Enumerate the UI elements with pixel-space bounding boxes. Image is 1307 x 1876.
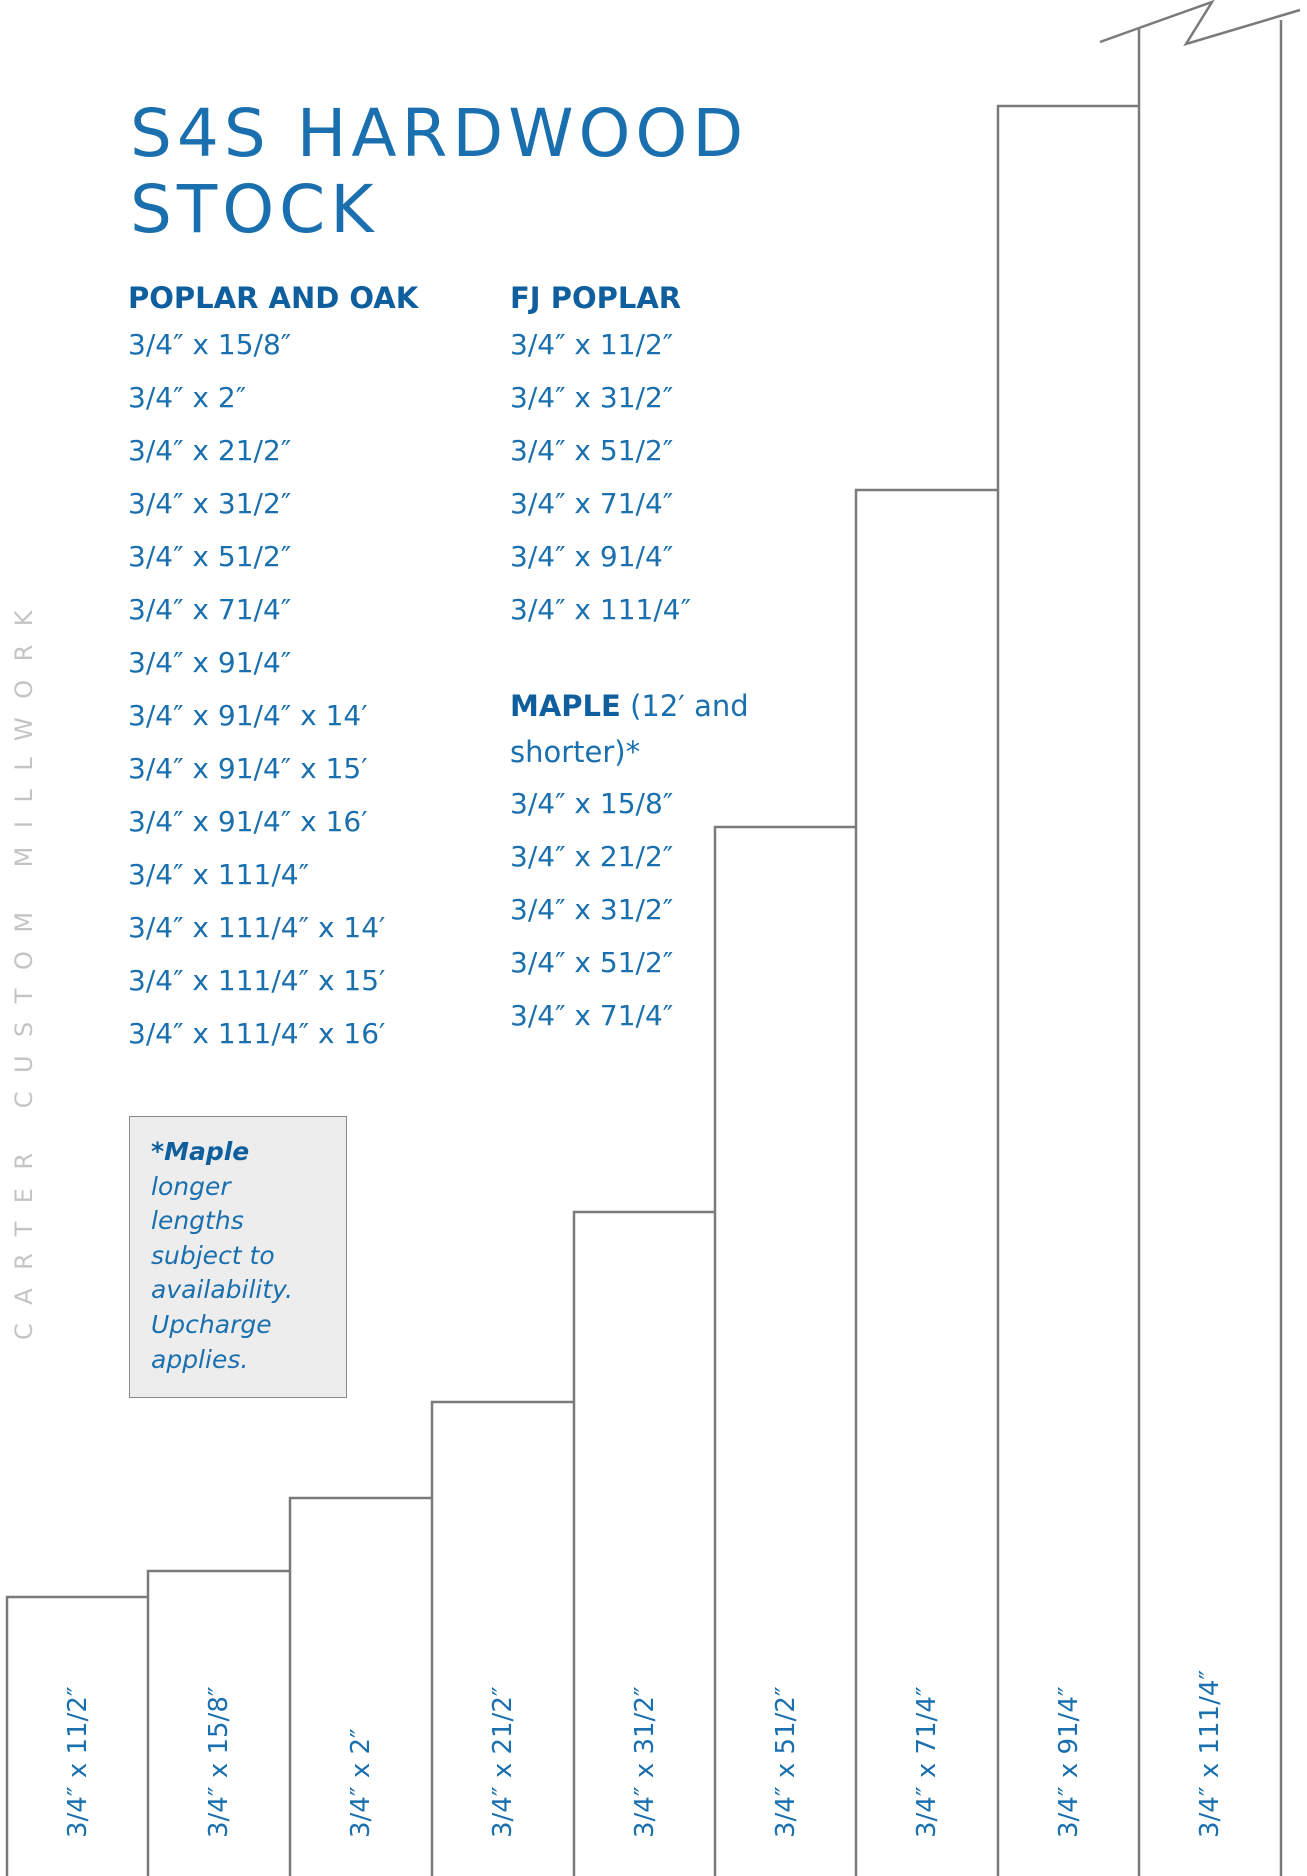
page-title: S4S HARDWOOD STOCK [130, 96, 748, 248]
poplar-oak-size: 3/4″ x 2″ [128, 381, 247, 414]
title-line-2: STOCK [130, 171, 379, 248]
poplar-oak-size: 3/4″ x 111/4″ x 16′ [128, 1017, 386, 1050]
fj-poplar-size: 3/4″ x 11/2″ [510, 328, 674, 361]
note-line: Upcharge [151, 1309, 272, 1339]
maple-note-box: *Maple longer lengths subject to availabili… [129, 1116, 347, 1398]
maple-heading-line1: (12′ and [630, 689, 749, 723]
maple-heading-bold: MAPLE [510, 689, 621, 723]
board-outline-2 [146, 1569, 290, 1876]
poplar-oak-size: 3/4″ x 91/4″ x 16′ [128, 805, 368, 838]
poplar-oak-size: 3/4″ x 71/4″ [128, 593, 292, 626]
note-line: applies. [151, 1344, 249, 1374]
board-outline-8 [996, 104, 1139, 1876]
board-label-text: 3/4″ x 111/4″ [1195, 1669, 1225, 1838]
fj-poplar-column: FJ POPLAR 3/4″ x 11/2″ 3/4″ x 31/2″ 3/4″ x… [510, 278, 749, 1042]
note-line: subject to [151, 1240, 275, 1270]
title-line-1: S4S HARDWOOD [130, 95, 749, 172]
board-outline-4 [430, 1400, 574, 1876]
board-label-text: 3/4″ x 51/2″ [770, 1686, 801, 1838]
board-label-text: 3/4″ x 91/4″ [1053, 1686, 1084, 1838]
maple-size: 3/4″ x 71/4″ [510, 999, 674, 1032]
poplar-oak-size: 3/4″ x 111/4″ x 14′ [128, 911, 386, 944]
fj-poplar-size: 3/4″ x 51/2″ [510, 434, 674, 467]
maple-heading-line2: shorter)* [510, 735, 641, 769]
note-text: longer lengths subject to availability. Upch… [151, 1170, 334, 1378]
poplar-oak-size: 3/4″ x 91/4″ [128, 646, 292, 679]
maple-size: 3/4″ x 51/2″ [510, 946, 674, 979]
poplar-oak-heading: POPLAR AND OAK [128, 281, 419, 315]
poplar-oak-size: 3/4″ x 111/4″ [128, 858, 310, 891]
maple-size-list: 3/4″ x 15/8″ 3/4″ x 21/2″ 3/4″ x 31/2″ 3/4″… [510, 777, 749, 1042]
fj-poplar-size: 3/4″ x 111/4″ [510, 593, 692, 626]
fj-poplar-size: 3/4″ x 91/4″ [510, 540, 674, 573]
brand-text: CARTER CUSTOM MILLWORK [10, 591, 38, 1340]
board-outline-5 [572, 1210, 715, 1876]
board-outline-6 [713, 825, 856, 1876]
note-lead: *Maple [151, 1137, 250, 1166]
poplar-oak-size: 3/4″ x 31/2″ [128, 487, 292, 520]
note-line: longer [151, 1171, 231, 1201]
maple-size: 3/4″ x 31/2″ [510, 893, 674, 926]
poplar-oak-size: 3/4″ x 91/4″ x 14′ [128, 699, 368, 732]
fj-poplar-heading: FJ POPLAR [510, 281, 682, 315]
poplar-oak-size: 3/4″ x 15/8″ [128, 328, 292, 361]
poplar-oak-size: 3/4″ x 51/2″ [128, 540, 292, 573]
board-outline-7 [854, 488, 998, 1876]
board-label-text: 3/4″ x 11/2″ [62, 1686, 93, 1838]
note-line: lengths [151, 1206, 244, 1236]
poplar-oak-column: POPLAR AND OAK 3/4″ x 15/8″ 3/4″ x 2″ 3/4″… [128, 278, 418, 1060]
board-label-text: 3/4″ x 31/2″ [629, 1686, 660, 1838]
poplar-oak-size: 3/4″ x 91/4″ x 15′ [128, 752, 368, 785]
board-outline-3 [288, 1496, 432, 1876]
note-line: availability. [151, 1275, 293, 1305]
poplar-oak-size-list: 3/4″ x 15/8″ 3/4″ x 2″ 3/4″ x 21/2″ 3/4″ x … [128, 318, 418, 1060]
maple-heading: MAPLE (12′ and shorter)* [510, 683, 749, 775]
board-label-text: 3/4″ x 71/4″ [912, 1686, 942, 1838]
board-label-text: 3/4″ x 15/8″ [204, 1686, 234, 1838]
maple-size: 3/4″ x 21/2″ [510, 840, 674, 873]
board-outline-9 [1137, 20, 1283, 1876]
board-break-line [1099, 0, 1301, 47]
board-outline-1 [5, 1595, 148, 1876]
poplar-oak-size: 3/4″ x 21/2″ [128, 434, 292, 467]
fj-poplar-size: 3/4″ x 31/2″ [510, 381, 674, 414]
fj-poplar-size: 3/4″ x 71/4″ [510, 487, 674, 520]
board-label-text: 3/4″ x 21/2″ [488, 1686, 518, 1838]
board-label-text: 3/4″ x 2″ [346, 1728, 376, 1838]
fj-poplar-size-list: 3/4″ x 11/2″ 3/4″ x 31/2″ 3/4″ x 51/2″ 3/4″… [510, 318, 749, 636]
poplar-oak-size: 3/4″ x 111/4″ x 15′ [128, 964, 386, 997]
maple-size: 3/4″ x 15/8″ [510, 787, 674, 820]
